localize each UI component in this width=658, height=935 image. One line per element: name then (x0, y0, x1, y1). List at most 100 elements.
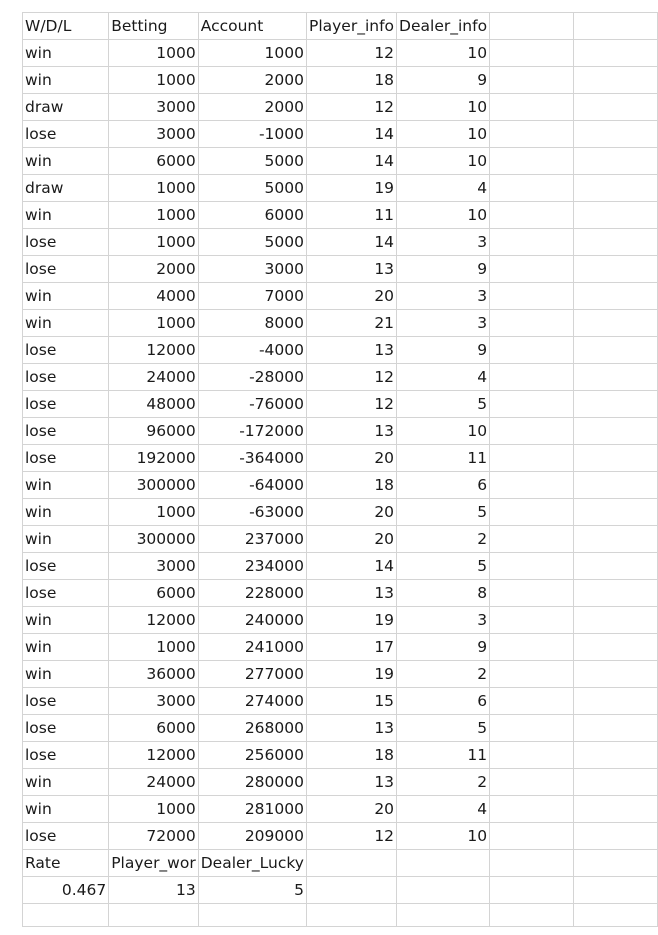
empty-cell[interactable] (108, 903, 199, 927)
account-cell[interactable]: 1000 (197, 39, 307, 67)
empty-cell[interactable] (489, 795, 575, 823)
empty-cell[interactable] (573, 282, 658, 310)
empty-cell[interactable] (573, 822, 658, 850)
account-cell[interactable]: -1000 (197, 120, 307, 148)
dealer-info-cell[interactable]: 4 (396, 174, 491, 202)
player-info-cell[interactable]: 14 (305, 552, 398, 580)
betting-cell[interactable]: 3000 (108, 120, 199, 148)
player-info-cell[interactable]: 13 (305, 768, 398, 796)
account-cell[interactable]: 268000 (197, 714, 307, 742)
result-cell[interactable]: lose (21, 687, 110, 715)
result-cell[interactable]: win (21, 282, 110, 310)
betting-cell[interactable]: 3000 (108, 552, 199, 580)
account-cell[interactable]: 234000 (197, 552, 307, 580)
dealer-info-cell[interactable]: 9 (396, 336, 491, 364)
result-cell[interactable]: draw (21, 93, 110, 121)
player-info-cell[interactable]: 20 (305, 498, 398, 526)
empty-cell[interactable] (573, 336, 658, 364)
player-info-cell[interactable]: 13 (305, 714, 398, 742)
account-cell[interactable]: 256000 (197, 741, 307, 769)
result-cell[interactable]: lose (21, 741, 110, 769)
result-cell[interactable]: win (21, 66, 110, 94)
betting-cell[interactable]: 2000 (108, 255, 199, 283)
dealer-info-cell[interactable]: 5 (396, 498, 491, 526)
empty-cell[interactable] (489, 471, 575, 499)
empty-cell[interactable] (573, 903, 658, 927)
empty-cell[interactable] (305, 903, 398, 927)
empty-cell[interactable] (489, 849, 575, 877)
empty-cell[interactable] (573, 93, 658, 121)
dealer-info-cell[interactable]: 10 (396, 417, 491, 445)
result-cell[interactable]: win (21, 525, 110, 553)
player-wor-value-cell[interactable]: 13 (108, 876, 199, 904)
result-cell[interactable]: lose (21, 336, 110, 364)
player-info-cell[interactable]: 18 (305, 471, 398, 499)
dealer-info-cell[interactable]: 9 (396, 255, 491, 283)
player-info-cell[interactable]: 12 (305, 822, 398, 850)
dealer-info-cell[interactable]: 5 (396, 390, 491, 418)
dealer-info-cell[interactable]: 3 (396, 228, 491, 256)
empty-cell[interactable] (489, 552, 575, 580)
betting-cell[interactable]: 1000 (108, 66, 199, 94)
betting-cell[interactable]: 96000 (108, 417, 199, 445)
result-cell[interactable]: win (21, 606, 110, 634)
betting-cell[interactable]: 1000 (108, 201, 199, 229)
dealer-info-cell[interactable]: 2 (396, 525, 491, 553)
empty-cell[interactable] (573, 795, 658, 823)
empty-cell[interactable] (489, 714, 575, 742)
account-cell[interactable]: 281000 (197, 795, 307, 823)
dealer-info-cell[interactable]: 10 (396, 147, 491, 175)
betting-cell[interactable]: 4000 (108, 282, 199, 310)
account-cell[interactable]: 209000 (197, 822, 307, 850)
dealer-info-cell[interactable]: 10 (396, 822, 491, 850)
empty-cell[interactable] (573, 687, 658, 715)
header-cell-player-info[interactable]: Player_info (305, 12, 398, 40)
dealer-info-cell[interactable]: 6 (396, 471, 491, 499)
empty-cell[interactable] (305, 849, 398, 877)
betting-cell[interactable]: 192000 (108, 444, 199, 472)
dealer-info-cell[interactable]: 10 (396, 201, 491, 229)
rate-label-cell[interactable]: Rate (21, 849, 110, 877)
empty-cell[interactable] (489, 741, 575, 769)
dealer-info-cell[interactable]: 5 (396, 552, 491, 580)
player-info-cell[interactable]: 13 (305, 336, 398, 364)
betting-cell[interactable]: 1000 (108, 309, 199, 337)
empty-cell[interactable] (489, 336, 575, 364)
player-info-cell[interactable]: 20 (305, 282, 398, 310)
account-cell[interactable]: -76000 (197, 390, 307, 418)
player-info-cell[interactable]: 14 (305, 228, 398, 256)
empty-cell[interactable] (305, 876, 398, 904)
result-cell[interactable]: win (21, 795, 110, 823)
player-info-cell[interactable]: 12 (305, 390, 398, 418)
account-cell[interactable]: 241000 (197, 633, 307, 661)
player-info-cell[interactable]: 15 (305, 687, 398, 715)
empty-cell[interactable] (573, 444, 658, 472)
player-info-cell[interactable]: 12 (305, 39, 398, 67)
empty-cell[interactable] (489, 498, 575, 526)
result-cell[interactable]: lose (21, 552, 110, 580)
dealer-info-cell[interactable]: 11 (396, 741, 491, 769)
empty-cell[interactable] (489, 282, 575, 310)
player-info-cell[interactable]: 19 (305, 606, 398, 634)
account-cell[interactable]: 7000 (197, 282, 307, 310)
dealer-info-cell[interactable]: 6 (396, 687, 491, 715)
result-cell[interactable]: win (21, 498, 110, 526)
dealer-info-cell[interactable]: 2 (396, 660, 491, 688)
result-cell[interactable]: win (21, 633, 110, 661)
empty-cell[interactable] (489, 309, 575, 337)
empty-cell[interactable] (573, 579, 658, 607)
empty-cell[interactable] (489, 633, 575, 661)
header-cell-account[interactable]: Account (197, 12, 307, 40)
account-cell[interactable]: -63000 (197, 498, 307, 526)
empty-cell[interactable] (489, 660, 575, 688)
empty-cell[interactable] (489, 120, 575, 148)
empty-cell[interactable] (573, 174, 658, 202)
player-info-cell[interactable]: 14 (305, 147, 398, 175)
header-cell-wdl[interactable]: W/D/L (21, 12, 110, 40)
player-wor-label-cell[interactable]: Player_wor (108, 849, 199, 877)
empty-cell[interactable] (573, 417, 658, 445)
empty-cell[interactable] (489, 228, 575, 256)
account-cell[interactable]: -172000 (197, 417, 307, 445)
account-cell[interactable]: 274000 (197, 687, 307, 715)
player-info-cell[interactable]: 13 (305, 255, 398, 283)
